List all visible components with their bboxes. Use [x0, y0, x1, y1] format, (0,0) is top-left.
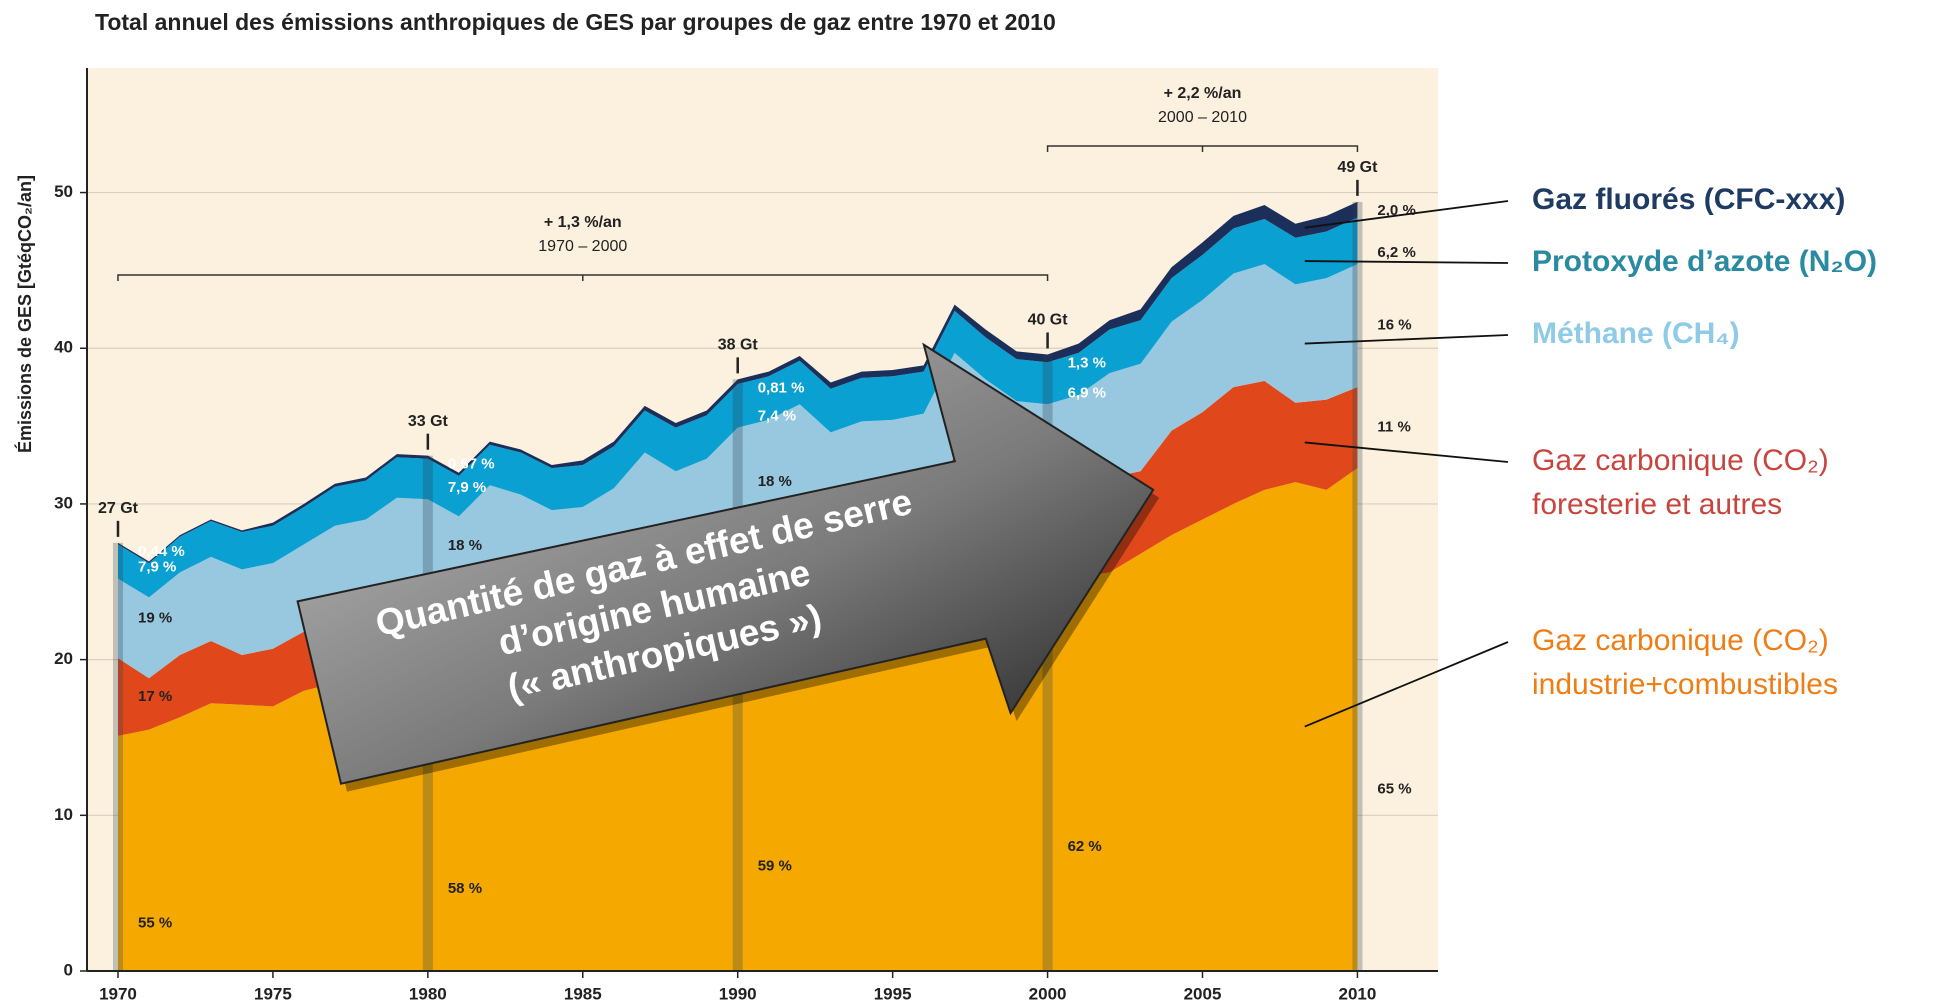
share-label: 55 % [138, 914, 172, 931]
share-label: 17 % [138, 688, 172, 705]
x-tick-label: 1980 [409, 984, 447, 1003]
x-tick-label: 2010 [1339, 984, 1377, 1003]
share-label: 11 % [1377, 419, 1410, 436]
share-label: 6,2 % [1377, 244, 1415, 261]
year-column [1042, 583, 1053, 971]
bracket [117, 274, 1049, 281]
total-label: 40 Gt [1028, 312, 1069, 329]
year-column [112, 542, 123, 545]
year-column [1352, 217, 1363, 265]
legend-leader [1304, 260, 1509, 264]
total-label: 27 Gt [98, 500, 139, 517]
year-column [1352, 264, 1363, 388]
share-label: 0,67 % [448, 456, 495, 473]
share-label: 0,81 % [758, 379, 805, 396]
share-label: 18 % [758, 473, 792, 490]
y-tick-label: 0 [64, 960, 73, 979]
arrow [296, 342, 1155, 785]
share-label: 62 % [1068, 838, 1102, 855]
legend-line: Gaz carbonique (CO₂) [1532, 624, 1829, 657]
x-tick-label: 2000 [1029, 984, 1067, 1003]
legend-line: industrie+combustibles [1532, 668, 1838, 701]
x-tick-label: 1990 [719, 984, 757, 1003]
year-column [1352, 468, 1363, 971]
year-column [112, 658, 123, 736]
share-label: 6,9 % [1068, 384, 1106, 401]
area [117, 201, 1358, 564]
total-label: 38 Gt [718, 337, 759, 354]
legend-line: Gaz carbonique (CO₂) [1532, 444, 1829, 477]
annotation-range: 1970 – 2000 [538, 238, 627, 255]
y-tick-label: 50 [54, 182, 73, 201]
year-column [112, 544, 123, 579]
year-column [732, 379, 743, 385]
legend-leader [1304, 641, 1509, 728]
x-tick-label: 1985 [564, 984, 602, 1003]
total-label: 49 Gt [1337, 159, 1378, 176]
legend-label: Gaz carbonique (CO₂) industrie+combustibl… [1532, 624, 1838, 701]
share-label: 7,4 % [758, 408, 796, 425]
share-label: 58 % [448, 880, 482, 897]
total-label: 33 Gt [408, 413, 449, 430]
share-label: 16 % [1377, 317, 1411, 334]
year-column [422, 455, 433, 459]
year-column [732, 384, 743, 428]
legend-label: Gaz carbonique (CO₂) foresterie et autres [1532, 444, 1829, 521]
x-tick-label: 1975 [254, 984, 292, 1003]
year-column [422, 667, 433, 971]
y-axis-label: Émissions de GES [GtéqCO₂/an] [14, 175, 35, 453]
legend-leader [1304, 200, 1509, 229]
legend-leader [1304, 334, 1509, 345]
y-tick-label: 30 [54, 493, 73, 512]
year-column [1042, 362, 1053, 405]
legend-label: Méthane (CH₄) [1532, 317, 1740, 350]
year-column [732, 427, 743, 537]
share-label: 18 % [448, 537, 482, 554]
x-tick-label: 2005 [1184, 984, 1222, 1003]
legend-line: foresterie et autres [1532, 488, 1782, 521]
area [117, 217, 1358, 598]
legend-leader [1304, 441, 1509, 463]
year-column [1352, 387, 1363, 469]
annotation-range: 2000 – 2010 [1158, 109, 1247, 126]
share-label: 1,3 % [1068, 354, 1106, 371]
legend-label: Protoxyde d’azote (N₂O) [1532, 245, 1877, 278]
chart-title: Total annuel des émissions anthropiques … [95, 9, 1056, 35]
share-label: 0,44 % [138, 543, 185, 560]
y-tick-label: 10 [54, 805, 73, 824]
share-label: 59 % [758, 858, 792, 875]
share-label: 19 % [138, 609, 172, 626]
year-column [112, 735, 123, 971]
bracket [1046, 145, 1359, 152]
y-tick-label: 20 [54, 649, 73, 668]
x-tick-label: 1970 [99, 984, 137, 1003]
x-tick-label: 1995 [874, 984, 912, 1003]
legend-label: Gaz fluorés (CFC-xxx) [1532, 183, 1845, 216]
year-column [732, 622, 743, 971]
year-column [112, 578, 123, 659]
annotation-rate: + 2,2 %/an [1164, 85, 1242, 102]
y-tick-label: 40 [54, 338, 73, 357]
year-column [1352, 201, 1363, 218]
annotation-rate: + 1,3 %/an [544, 214, 622, 231]
share-label: 7,9 % [138, 559, 176, 576]
year-column [422, 458, 433, 500]
share-label: 65 % [1377, 781, 1411, 798]
year-column [422, 499, 433, 593]
share-label: 7,9 % [448, 479, 486, 496]
year-column [1042, 354, 1053, 363]
